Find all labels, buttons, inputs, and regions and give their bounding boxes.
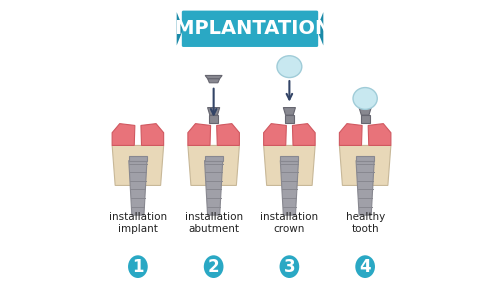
Polygon shape xyxy=(360,115,370,123)
Polygon shape xyxy=(209,115,218,123)
Ellipse shape xyxy=(128,255,148,278)
Polygon shape xyxy=(356,156,374,161)
Polygon shape xyxy=(112,145,164,185)
Polygon shape xyxy=(129,161,147,215)
Polygon shape xyxy=(141,124,164,145)
Text: installation
crown: installation crown xyxy=(260,212,318,234)
Polygon shape xyxy=(264,145,315,185)
Polygon shape xyxy=(280,161,298,215)
Polygon shape xyxy=(204,161,222,215)
Polygon shape xyxy=(285,115,294,123)
Text: installation
abutment: installation abutment xyxy=(184,212,242,234)
Polygon shape xyxy=(280,156,298,161)
Polygon shape xyxy=(188,145,240,185)
Polygon shape xyxy=(264,124,286,145)
FancyBboxPatch shape xyxy=(182,11,318,47)
Text: 2: 2 xyxy=(208,258,220,276)
Ellipse shape xyxy=(353,88,378,109)
Text: installation
implant: installation implant xyxy=(109,212,167,234)
Polygon shape xyxy=(284,108,296,115)
Polygon shape xyxy=(340,145,391,185)
Polygon shape xyxy=(208,108,220,115)
Polygon shape xyxy=(129,156,147,161)
Ellipse shape xyxy=(277,56,302,78)
Polygon shape xyxy=(188,124,210,145)
Polygon shape xyxy=(368,124,391,145)
Text: 1: 1 xyxy=(132,258,143,276)
Polygon shape xyxy=(204,156,222,161)
Ellipse shape xyxy=(280,255,299,278)
Ellipse shape xyxy=(356,255,375,278)
Polygon shape xyxy=(340,124,362,145)
Text: IMPLANTATION: IMPLANTATION xyxy=(168,19,332,38)
Polygon shape xyxy=(356,161,374,215)
Polygon shape xyxy=(359,108,371,115)
Text: 3: 3 xyxy=(284,258,295,276)
Polygon shape xyxy=(205,75,222,79)
Polygon shape xyxy=(216,124,240,145)
Text: 4: 4 xyxy=(360,258,371,276)
Polygon shape xyxy=(316,12,324,45)
Polygon shape xyxy=(208,79,220,83)
Polygon shape xyxy=(176,12,184,45)
Ellipse shape xyxy=(204,255,224,278)
Polygon shape xyxy=(292,124,315,145)
Polygon shape xyxy=(112,124,135,145)
Text: healthy
tooth: healthy tooth xyxy=(346,212,385,234)
